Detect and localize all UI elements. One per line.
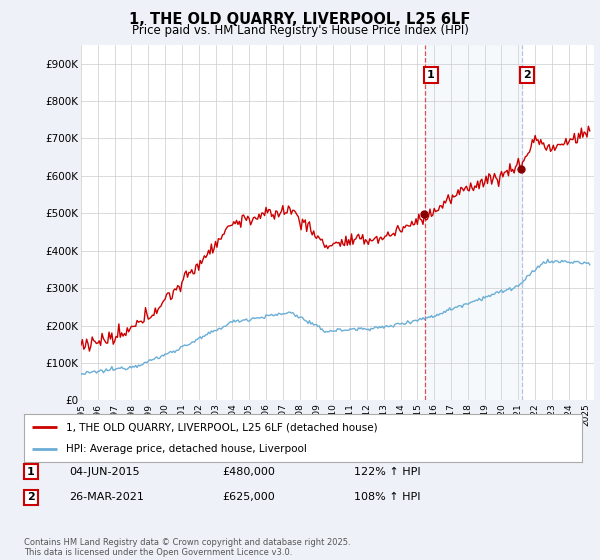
Text: Price paid vs. HM Land Registry's House Price Index (HPI): Price paid vs. HM Land Registry's House … (131, 24, 469, 36)
Text: 04-JUN-2015: 04-JUN-2015 (69, 466, 140, 477)
Text: 1, THE OLD QUARRY, LIVERPOOL, L25 6LF: 1, THE OLD QUARRY, LIVERPOOL, L25 6LF (130, 12, 470, 27)
Text: 1, THE OLD QUARRY, LIVERPOOL, L25 6LF (detached house): 1, THE OLD QUARRY, LIVERPOOL, L25 6LF (d… (66, 422, 377, 432)
Text: 1: 1 (27, 466, 35, 477)
Text: HPI: Average price, detached house, Liverpool: HPI: Average price, detached house, Live… (66, 444, 307, 454)
Text: Contains HM Land Registry data © Crown copyright and database right 2025.
This d: Contains HM Land Registry data © Crown c… (24, 538, 350, 557)
Text: 108% ↑ HPI: 108% ↑ HPI (354, 492, 421, 502)
Text: £625,000: £625,000 (222, 492, 275, 502)
Bar (425, 45, 522, 400)
Text: 2: 2 (523, 70, 531, 80)
Text: 26-MAR-2021: 26-MAR-2021 (69, 492, 144, 502)
Text: £480,000: £480,000 (222, 466, 275, 477)
Text: 122% ↑ HPI: 122% ↑ HPI (354, 466, 421, 477)
Text: 2: 2 (27, 492, 35, 502)
Text: 1: 1 (427, 70, 434, 80)
